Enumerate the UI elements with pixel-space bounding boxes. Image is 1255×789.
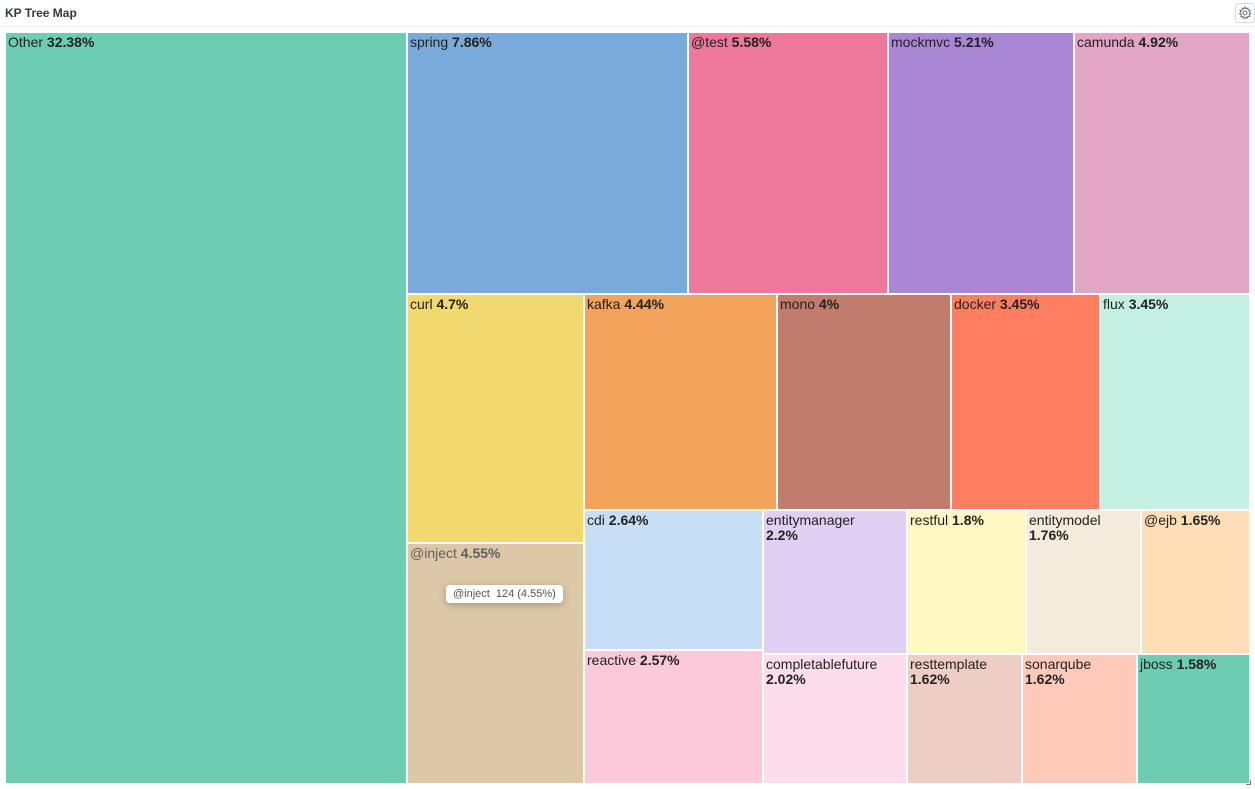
cell-percent: 4.7% xyxy=(436,296,469,312)
cell-percent: 1.65% xyxy=(1180,512,1221,528)
cell-name: cdi xyxy=(587,512,605,528)
cell-name: @ejb xyxy=(1144,512,1177,528)
treemap-cell[interactable]: kafka 4.44% xyxy=(584,294,777,510)
cell-percent: 1.62% xyxy=(910,671,950,687)
cell-name: completablefuture xyxy=(766,656,878,672)
cell-percent: 4.55% xyxy=(460,545,501,561)
cell-name: reactive xyxy=(587,652,637,668)
treemap-cell[interactable]: mono 4% xyxy=(777,294,951,510)
cell-name: entitymanager xyxy=(766,512,855,528)
tooltip-name: @inject xyxy=(453,588,490,600)
cell-percent: 3.45% xyxy=(999,296,1040,312)
treemap-cell[interactable]: Other 32.38% xyxy=(5,32,407,784)
treemap-cell[interactable]: camunda 4.92% xyxy=(1074,32,1250,294)
cell-percent: 4% xyxy=(818,296,840,312)
treemap-cell[interactable]: mockmvc 5.21% xyxy=(888,32,1074,294)
treemap-cell[interactable]: entitymodel 1.76% xyxy=(1026,510,1141,654)
treemap-cell[interactable]: @test 5.58% xyxy=(688,32,888,294)
cell-percent: 2.57% xyxy=(639,652,680,668)
cell-name: restful xyxy=(910,512,949,528)
treemap-cell[interactable]: docker 3.45% xyxy=(951,294,1100,510)
cell-percent: 5.21% xyxy=(954,34,994,50)
cell-name: curl xyxy=(410,296,433,312)
cell-percent: 1.62% xyxy=(1025,671,1065,687)
cell-percent: 1.8% xyxy=(952,512,984,528)
cell-percent: 4.92% xyxy=(1138,34,1179,50)
treemap-cell[interactable]: entitymanager 2.2% xyxy=(763,510,907,654)
treemap-cell[interactable]: cdi 2.64% xyxy=(584,510,763,650)
cell-percent: 2.2% xyxy=(766,527,798,543)
cell-name: @test xyxy=(691,34,728,50)
cell-name: docker xyxy=(954,296,997,312)
chart-tooltip: @inject 124 (4.55%) xyxy=(446,585,563,603)
cell-percent: 5.58% xyxy=(731,34,772,50)
treemap-cell[interactable]: @ejb 1.65% xyxy=(1141,510,1250,654)
cell-name: mono xyxy=(780,296,816,312)
cell-percent: 1.58% xyxy=(1176,656,1217,672)
resize-handle[interactable] xyxy=(1246,780,1251,785)
treemap-cell[interactable]: @inject 4.55% xyxy=(407,543,584,784)
panel-title: KP Tree Map xyxy=(5,6,77,20)
cell-percent: 32.38% xyxy=(46,34,95,50)
tooltip-value: 124 (4.55%) xyxy=(495,588,556,600)
cell-name: spring xyxy=(410,34,449,50)
cell-percent: 2.02% xyxy=(766,671,806,687)
treemap-cell[interactable]: restful 1.8% xyxy=(907,510,1026,654)
cell-percent: 3.45% xyxy=(1128,296,1169,312)
cell-name: sonarqube xyxy=(1025,656,1092,672)
cell-name: resttemplate xyxy=(910,656,988,672)
treemap-cell[interactable]: spring 7.86% xyxy=(407,32,688,294)
cell-percent: 7.86% xyxy=(452,34,492,50)
treemap-cell[interactable]: curl 4.7% xyxy=(407,294,584,543)
cell-name: flux xyxy=(1103,296,1125,312)
treemap-cell[interactable]: reactive 2.57% xyxy=(584,650,763,784)
treemap-cell[interactable]: completablefuture 2.02% xyxy=(763,654,907,784)
cell-name: jboss xyxy=(1140,656,1173,672)
cell-name: Other xyxy=(8,34,44,50)
panel-header: KP Tree Map xyxy=(0,0,1255,27)
cell-name: @inject xyxy=(410,545,457,561)
cell-percent: 4.44% xyxy=(624,296,665,312)
treemap-cell[interactable]: jboss 1.58% xyxy=(1137,654,1250,784)
treemap-cell[interactable]: sonarqube 1.62% xyxy=(1022,654,1137,784)
cell-name: camunda xyxy=(1077,34,1135,50)
cell-name: entitymodel xyxy=(1029,512,1101,528)
cell-percent: 1.76% xyxy=(1029,527,1069,543)
treemap-cell[interactable]: flux 3.45% xyxy=(1100,294,1250,510)
treemap-cell[interactable]: resttemplate 1.62% xyxy=(907,654,1022,784)
cell-name: kafka xyxy=(587,296,621,312)
cell-name: mockmvc xyxy=(891,34,951,50)
cell-percent: 2.64% xyxy=(608,512,649,528)
